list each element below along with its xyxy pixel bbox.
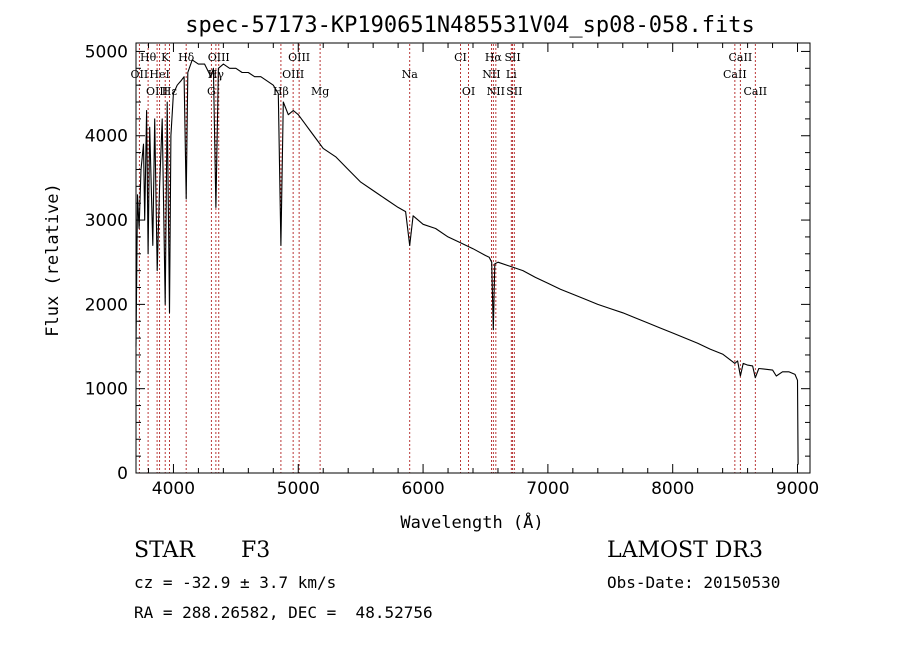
coordinates: RA = 288.26582, DEC = 48.52756	[134, 603, 433, 622]
line-label-3: OIII	[208, 51, 230, 64]
y-tick-label: 0	[117, 464, 128, 484]
line-label-12: OIII	[282, 68, 304, 81]
y-tick-label: 1000	[85, 380, 128, 400]
chart-title: spec-57173-KP190651N485531V04_sp08-058.f…	[185, 13, 755, 38]
line-label-9: OII	[131, 68, 149, 81]
axes: 4000 5000 6000 7000 8000 9000 0 1000 2000 3000 400…	[85, 42, 819, 499]
observation-date: Obs-Date: 20150530	[607, 573, 781, 592]
line-label-6: Hα	[485, 51, 503, 64]
line-markers	[138, 44, 756, 473]
line-label-5: CI	[454, 51, 467, 64]
x-tick-label: 4000	[152, 479, 195, 499]
subclass: F3	[241, 538, 271, 563]
line-label-20: Hβ	[273, 85, 289, 98]
line-label-19: G	[207, 85, 216, 98]
line-label-22: OI	[462, 85, 475, 98]
redshift-velocity: cz = -32.9 ± 3.7 km/s	[134, 573, 337, 592]
x-tick-label: 8000	[651, 479, 694, 499]
line-label-10: HeI	[149, 68, 169, 81]
y-tick-label: 3000	[85, 211, 128, 231]
x-tick-label: 9000	[776, 479, 819, 499]
y-tick-label: 5000	[85, 42, 128, 62]
line-label-0: Hθ	[140, 51, 157, 64]
line-label-25: CaII	[743, 85, 767, 98]
x-axis-label: Wavelength (Å)	[400, 511, 543, 533]
line-label-16: CaII	[723, 68, 747, 81]
y-tick-label: 2000	[85, 295, 128, 315]
spectrum-chart: spec-57173-KP190651N485531V04_sp08-058.f…	[43, 13, 819, 533]
line-label-15: Li	[506, 68, 517, 81]
y-tick-label: 4000	[85, 127, 128, 147]
y-axis-label: Flux (relative)	[43, 183, 63, 337]
line-label-1: K	[161, 51, 170, 64]
x-tick-label: 6000	[401, 479, 444, 499]
line-label-13: Na	[402, 68, 419, 81]
line-label-21: Mg	[311, 85, 329, 98]
line-label-4: OIII	[288, 51, 310, 64]
plot-frame	[135, 42, 811, 474]
line-label-23: NII	[487, 85, 505, 98]
line-label-8: CaII	[729, 51, 753, 64]
line-label-17: OIII	[146, 85, 168, 98]
line-label-24: SII	[506, 85, 522, 98]
line-label-2: Hδ	[178, 51, 195, 64]
spectrum-line	[135, 59, 799, 465]
line-label-11: Hγ	[208, 68, 225, 81]
line-label-14: NII	[482, 68, 500, 81]
line-label-18: Hε	[162, 85, 178, 98]
x-tick-label: 7000	[526, 479, 569, 499]
survey-name: LAMOST DR3	[607, 538, 763, 563]
x-tick-label: 5000	[277, 479, 320, 499]
line-label-7: SII	[504, 51, 520, 64]
object-class: STAR	[134, 538, 195, 563]
